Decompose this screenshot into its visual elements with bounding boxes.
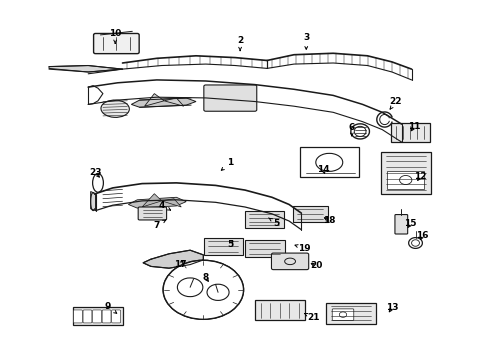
Circle shape (163, 260, 244, 319)
FancyBboxPatch shape (300, 147, 359, 177)
Polygon shape (142, 194, 162, 207)
FancyBboxPatch shape (138, 207, 167, 220)
FancyBboxPatch shape (271, 253, 309, 270)
Polygon shape (49, 66, 122, 72)
Text: 12: 12 (414, 172, 427, 181)
Text: 21: 21 (304, 313, 320, 322)
Text: 16: 16 (416, 231, 429, 240)
FancyBboxPatch shape (255, 300, 305, 320)
Polygon shape (131, 98, 196, 107)
Text: 9: 9 (104, 302, 117, 313)
FancyBboxPatch shape (94, 33, 139, 54)
FancyBboxPatch shape (395, 215, 408, 234)
Text: 8: 8 (203, 274, 209, 282)
Text: 23: 23 (89, 168, 102, 177)
FancyBboxPatch shape (204, 85, 257, 111)
FancyBboxPatch shape (326, 303, 376, 324)
Ellipse shape (93, 174, 103, 192)
Polygon shape (128, 197, 186, 208)
FancyBboxPatch shape (245, 211, 284, 228)
Text: 19: 19 (295, 244, 311, 253)
Text: 6: 6 (349, 123, 355, 136)
Polygon shape (143, 250, 203, 268)
Text: 15: 15 (404, 219, 417, 228)
FancyBboxPatch shape (245, 240, 285, 257)
Polygon shape (164, 98, 184, 106)
Text: 11: 11 (408, 122, 420, 131)
Polygon shape (91, 192, 96, 211)
FancyBboxPatch shape (112, 310, 121, 323)
Polygon shape (162, 199, 181, 207)
FancyBboxPatch shape (332, 309, 354, 320)
FancyBboxPatch shape (204, 238, 243, 255)
Text: 20: 20 (310, 261, 322, 270)
Text: 4: 4 (158, 201, 171, 210)
Text: 13: 13 (386, 303, 398, 312)
Text: 17: 17 (174, 260, 187, 269)
FancyBboxPatch shape (391, 123, 430, 142)
Text: 14: 14 (317, 165, 330, 174)
Polygon shape (145, 94, 164, 106)
Text: 3: 3 (303, 33, 309, 49)
Text: 7: 7 (153, 220, 166, 230)
FancyBboxPatch shape (73, 307, 122, 325)
Text: 1: 1 (221, 158, 233, 170)
FancyBboxPatch shape (74, 310, 82, 323)
Text: 22: 22 (390, 97, 402, 109)
Text: 10: 10 (109, 29, 122, 43)
Text: 18: 18 (323, 216, 336, 225)
FancyBboxPatch shape (293, 206, 328, 222)
FancyBboxPatch shape (381, 152, 431, 194)
FancyBboxPatch shape (387, 171, 424, 189)
Text: 2: 2 (237, 36, 243, 50)
FancyBboxPatch shape (102, 310, 111, 323)
Ellipse shape (101, 100, 129, 117)
Text: 5: 5 (227, 240, 233, 249)
FancyBboxPatch shape (83, 310, 92, 323)
FancyBboxPatch shape (93, 310, 101, 323)
Text: 5: 5 (269, 218, 280, 228)
